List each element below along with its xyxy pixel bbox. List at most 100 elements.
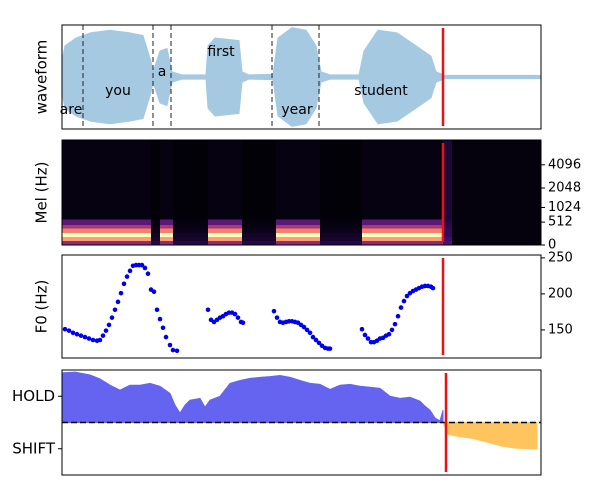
f0-point — [365, 336, 371, 341]
word-label: a — [158, 64, 167, 80]
spectrogram-cell — [276, 228, 321, 233]
y-axis-label: waveform — [33, 40, 51, 115]
spectrogram-cell — [151, 219, 161, 225]
axes-frame — [61, 139, 542, 246]
f0-point — [430, 285, 436, 291]
spectrogram-cell — [242, 140, 277, 220]
f0-point — [316, 340, 322, 346]
spectrogram-cell — [208, 140, 243, 220]
spectrogram-cell — [208, 236, 243, 241]
spectrogram-cell — [452, 232, 542, 237]
word-label: first — [207, 44, 235, 60]
f0-point — [310, 334, 316, 340]
spectrogram-cell — [452, 224, 542, 229]
spectrogram-cell — [362, 219, 444, 225]
spectrogram-cell — [62, 140, 152, 220]
spectrogram-cell — [173, 219, 209, 225]
spectrogram-cell — [173, 228, 209, 233]
spectrogram-cell — [443, 228, 453, 233]
spectrogram-cell — [151, 228, 161, 233]
f0-point — [307, 330, 313, 336]
f0-point — [145, 271, 151, 277]
spectrogram-cell — [242, 224, 277, 229]
word-label: you — [105, 83, 131, 99]
spectrogram-cell — [362, 240, 444, 246]
f0-point — [362, 332, 368, 338]
f0-point — [115, 299, 121, 305]
f0-point — [78, 333, 84, 338]
spectrogram-cell — [443, 140, 453, 220]
f0-point — [142, 265, 148, 271]
spectrogram-cell — [160, 240, 174, 246]
f0-point — [240, 320, 246, 326]
f0-point — [304, 327, 310, 333]
f0-point — [327, 346, 333, 351]
f0-point — [205, 307, 211, 313]
f0-point — [118, 290, 124, 296]
spectrogram-cell — [362, 236, 444, 241]
spectrogram-cell — [452, 219, 542, 225]
spectrogram-cell — [362, 232, 444, 237]
spectrogram-cell — [320, 228, 363, 233]
spectrogram-cell — [452, 228, 542, 233]
spectrogram-cell — [362, 140, 444, 220]
y-tick-label: 1024 — [548, 200, 581, 215]
spectrogram-cell — [443, 224, 453, 229]
spectrogram-cell — [443, 219, 453, 225]
f0-point — [174, 348, 180, 354]
y-tick-label: 150 — [548, 322, 573, 337]
spectrogram-cell — [242, 219, 277, 225]
f0-point — [392, 321, 398, 327]
spectrogram-cell — [452, 236, 542, 241]
area — [61, 371, 444, 423]
spectrogram-cell — [173, 240, 209, 246]
f0-point — [124, 274, 130, 279]
spectrogram-cell — [160, 228, 174, 233]
f0-point — [274, 315, 280, 320]
spectrogram-cell — [443, 232, 453, 237]
f0-point — [86, 336, 92, 341]
f0-point — [151, 289, 157, 295]
spectrogram-cell — [151, 232, 161, 237]
f0-point — [271, 308, 277, 314]
spectrogram-cell — [160, 140, 174, 220]
spectrogram-cell — [276, 224, 321, 229]
spectrogram-cell — [62, 232, 152, 237]
spectrogram-cell — [452, 140, 542, 220]
spectrogram-cell — [62, 236, 152, 241]
f0-point — [127, 268, 133, 274]
f0-point — [404, 293, 410, 299]
f0-point — [359, 326, 365, 332]
spectrogram-cell — [362, 228, 444, 233]
spectrogram-cell — [362, 224, 444, 229]
f0-point — [100, 333, 106, 338]
f0-point — [62, 326, 68, 332]
y-axis-label: F0 (Hz) — [33, 280, 51, 334]
spectrogram-cell — [208, 219, 243, 225]
f0-point — [163, 334, 169, 340]
spectrogram-cell — [173, 236, 209, 241]
spectrogram-cell — [320, 219, 363, 225]
spectrogram-cell — [320, 236, 363, 241]
f0-point — [103, 328, 109, 333]
spectrogram-cell — [62, 219, 152, 225]
axes-frame — [61, 24, 542, 130]
spectrogram-cell — [160, 236, 174, 241]
f0-point — [232, 311, 238, 317]
spectrogram-cell — [242, 228, 277, 233]
spectrogram-cell — [208, 224, 243, 229]
f0-point — [70, 330, 76, 336]
f0-point — [109, 315, 115, 320]
f0-point — [90, 337, 96, 343]
f0-point — [170, 347, 176, 353]
axes-frame — [61, 254, 542, 359]
spectrogram-cell — [208, 240, 243, 246]
spectrogram-cell — [173, 224, 209, 229]
f0-point — [121, 281, 127, 287]
spectrogram-cell — [242, 240, 277, 246]
spectrogram-cell — [160, 219, 174, 225]
word-label: student — [354, 83, 408, 99]
y-tick-label: 2048 — [548, 181, 581, 196]
f0-point — [82, 334, 88, 340]
f0-point — [389, 327, 395, 333]
